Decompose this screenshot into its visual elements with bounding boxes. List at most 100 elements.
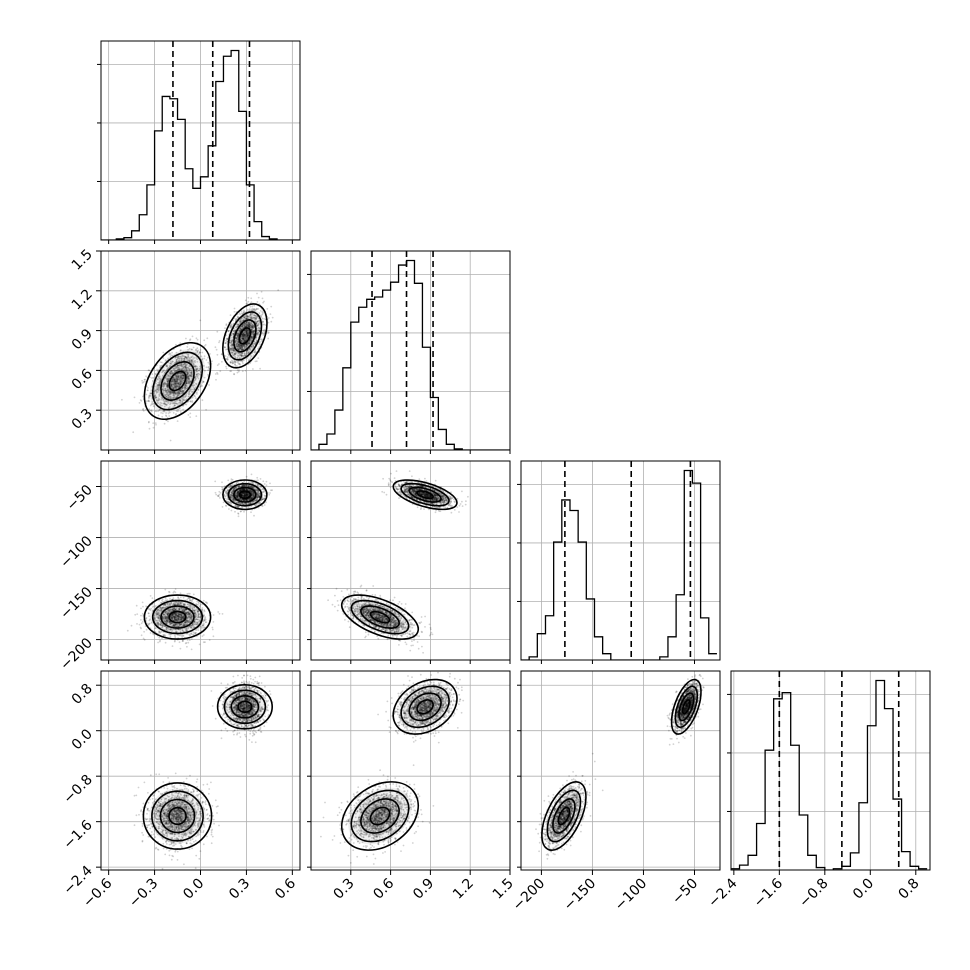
data-point <box>242 341 245 343</box>
data-point <box>178 392 181 395</box>
data-point <box>195 357 198 359</box>
data-point <box>257 348 259 350</box>
data-point <box>185 642 188 644</box>
data-point <box>194 395 196 398</box>
data-point <box>177 376 180 379</box>
data-point <box>179 647 182 650</box>
data-point <box>230 347 233 350</box>
data-point <box>243 331 246 334</box>
data-point <box>181 362 183 365</box>
data-point <box>171 382 173 385</box>
data-point <box>277 289 280 292</box>
data-point <box>176 379 179 382</box>
data-point <box>169 363 172 365</box>
data-point <box>248 342 251 345</box>
data-point <box>236 336 239 338</box>
data-point <box>167 619 169 622</box>
data-point <box>171 380 173 382</box>
data-point <box>158 636 161 639</box>
data-point <box>190 624 193 627</box>
data-point <box>158 409 161 411</box>
data-point <box>156 391 159 394</box>
data-point <box>196 367 199 370</box>
data-point <box>247 334 249 337</box>
data-point <box>242 334 244 336</box>
data-point <box>244 369 247 372</box>
data-point <box>239 321 242 323</box>
data-point <box>178 359 180 362</box>
data-point <box>239 344 242 347</box>
data-point <box>164 634 167 637</box>
data-point <box>178 378 181 380</box>
data-point <box>183 366 185 369</box>
data-point <box>187 377 190 380</box>
data-point <box>240 320 242 323</box>
data-point <box>168 590 170 593</box>
data-point <box>241 325 244 328</box>
data-point <box>172 381 175 383</box>
data-point <box>195 383 198 386</box>
data-point <box>240 345 243 348</box>
data-point <box>195 618 198 620</box>
data-point <box>179 631 182 634</box>
data-point <box>247 333 250 336</box>
data-point <box>178 608 181 610</box>
data-point <box>167 377 170 380</box>
data-point <box>174 382 177 385</box>
data-point <box>266 308 269 310</box>
data-point <box>169 372 172 374</box>
data-point <box>164 617 167 620</box>
data-point <box>167 374 170 377</box>
data-point <box>231 339 233 342</box>
data-point <box>180 365 183 368</box>
data-point <box>166 619 168 622</box>
data-point <box>179 364 181 367</box>
data-point <box>192 593 195 596</box>
data-point <box>254 350 256 353</box>
data-point <box>154 389 157 392</box>
scatter-points <box>126 473 273 651</box>
data-point <box>195 615 197 618</box>
data-point <box>147 389 149 392</box>
data-point <box>245 352 248 355</box>
data-point <box>192 624 195 627</box>
data-point <box>177 615 179 618</box>
data-point <box>157 389 160 392</box>
data-point <box>165 610 168 612</box>
data-point <box>162 606 165 608</box>
data-point <box>176 382 178 384</box>
data-point <box>240 354 243 357</box>
data-point <box>171 380 174 383</box>
data-point <box>184 355 187 358</box>
data-point <box>245 324 248 327</box>
data-point <box>171 383 173 386</box>
data-point <box>180 607 183 609</box>
data-point <box>247 316 249 319</box>
data-point <box>183 610 186 613</box>
data-point <box>238 323 240 326</box>
data-point <box>163 634 165 637</box>
data-point <box>247 359 250 362</box>
data-point <box>164 381 166 384</box>
data-point <box>246 335 249 338</box>
data-point <box>247 334 250 337</box>
data-point <box>245 331 248 334</box>
data-point <box>186 612 189 615</box>
data-point <box>242 334 245 336</box>
data-point <box>224 355 227 357</box>
data-point <box>198 373 201 375</box>
data-point <box>164 615 167 618</box>
data-point <box>178 598 181 600</box>
data-point <box>243 339 246 341</box>
data-point <box>148 608 151 611</box>
data-point <box>167 397 169 399</box>
data-point <box>244 329 246 332</box>
data-point <box>148 427 151 430</box>
data-point <box>182 630 185 633</box>
data-point <box>144 378 147 381</box>
data-point <box>177 378 179 381</box>
data-point <box>205 601 208 604</box>
data-point <box>190 648 193 651</box>
data-point <box>240 355 243 358</box>
data-point <box>196 365 198 368</box>
